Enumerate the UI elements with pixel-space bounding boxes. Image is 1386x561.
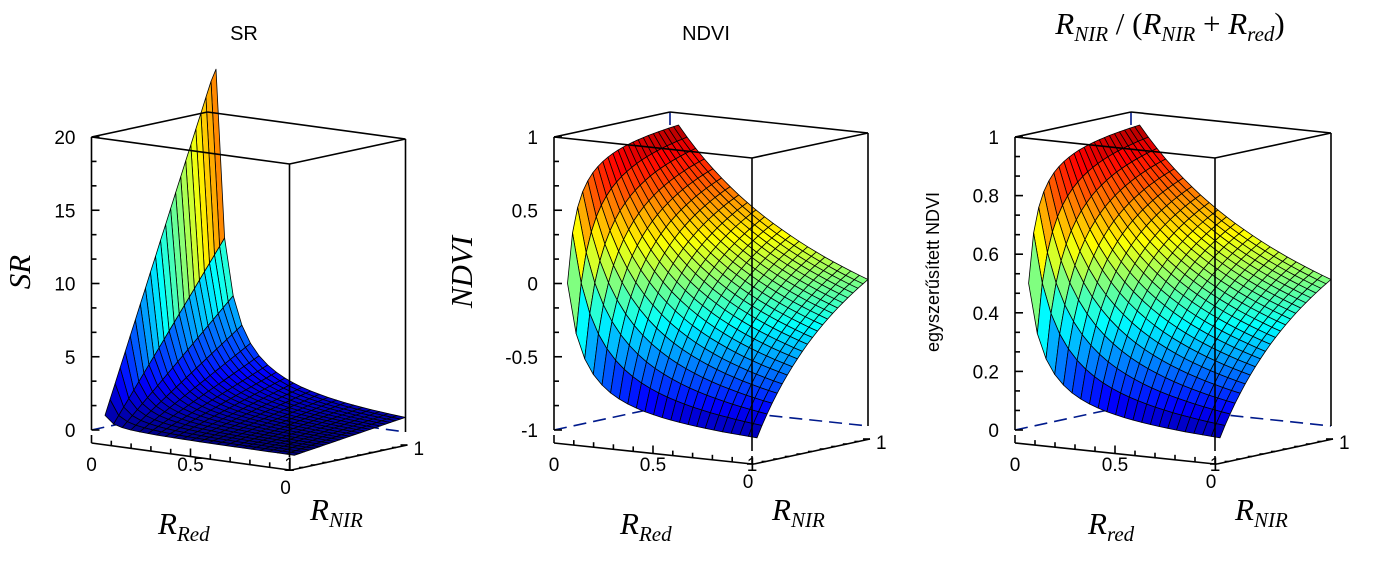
simplified-ndvi-x-tick-label: 0.5 [1102, 455, 1128, 476]
ndvi-title: NDVI [682, 23, 730, 45]
simplified-ndvi-x-tick-label: 1 [1210, 455, 1221, 476]
sr-y-tick-label: 1 [414, 439, 425, 460]
simplified-ndvi-y-tick-label: 1 [1339, 433, 1350, 454]
sr-zlabel: SR [2, 255, 37, 290]
ndvi-z-tick-label: 0.5 [512, 201, 538, 222]
simplified-ndvi-panel: RNIR / (RNIR + Rred) 00.20.40.60.810 0.5 1… [923, 6, 1350, 546]
ndvi-z-tick-label: -1 [521, 421, 538, 442]
sr-surface [104, 68, 406, 456]
simplified-ndvi-box-edge-top-left [1014, 111, 1132, 138]
simplified-ndvi-z-tick-label: 0.4 [973, 304, 1000, 325]
sr-title: SR [230, 23, 258, 45]
ndvi-ylabel: RNIR [771, 492, 825, 532]
ndvi-front-axes [553, 111, 871, 465]
simplified-ndvi-z-tick-label: 1 [988, 128, 999, 149]
simplified-ndvi-xlabel: Rred [1087, 506, 1135, 546]
sr-z-tick-label: 15 [54, 201, 75, 222]
simplified-ndvi-box-edge-back-right [1130, 404, 1332, 427]
ndvi-box-edge-top-front [553, 136, 753, 159]
sr-xlabel: RRed [157, 506, 210, 546]
ndvi-box-edge-top-left [553, 111, 671, 138]
ndvi-zlabel: NDVI [444, 234, 479, 309]
sr-y-tick-label: 0 [280, 478, 291, 499]
sr-z-tick-label: 10 [54, 275, 75, 296]
simplified-ndvi-z-tick-label: 0.8 [973, 187, 999, 208]
sr-box-edge-top-back [207, 111, 406, 140]
ndvi-surface [567, 124, 869, 439]
ndvi-z-tick-label: 0 [527, 275, 538, 296]
simplified-ndvi-x-tick-label: 0 [1010, 455, 1021, 476]
sr-z-tick-label: 20 [54, 128, 75, 149]
sr-box-edge-top-right [289, 138, 406, 165]
simplified-ndvi-box-edge-top-back [1130, 111, 1332, 134]
sr-front-axes [90, 111, 408, 471]
sr-x-tick-label: 0.5 [177, 455, 203, 476]
ndvi-tick-labels: -1-0.500.510 0.5 101 [505, 128, 886, 493]
sr-z-tick-label: 5 [65, 348, 76, 369]
ndvi-x-tick-label: 0.5 [640, 455, 666, 476]
ndvi-box-edge-back-right [669, 404, 869, 427]
simplified-ndvi-box-edge-top-right [1214, 132, 1332, 159]
sr-box-edge-top-front [91, 136, 290, 165]
ndvi-y-tick-label: 1 [876, 433, 887, 454]
sr-z-tick-label: 0 [65, 421, 76, 442]
sr-ylabel: RNIR [309, 492, 363, 532]
ndvi-y-tick-label: 0 [743, 472, 754, 493]
simplified-ndvi-z-tick-label: 0.6 [973, 245, 999, 266]
simplified-ndvi-title: RNIR / (RNIR + Rred) [1054, 6, 1284, 46]
simplified-ndvi-front-axes [1014, 111, 1334, 465]
simplified-ndvi-zlabel: egyszerűsített NDVI [923, 192, 943, 352]
simplified-ndvi-y-tick-label: 0 [1206, 472, 1217, 493]
simplified-ndvi-ylabel: RNIR [1234, 492, 1288, 532]
ndvi-z-tick-label: 1 [527, 128, 538, 149]
simplified-ndvi-z-tick-label: 0.2 [973, 362, 999, 383]
ndvi-panel: NDVI -1-0.500.510 0.5 101 NDVI RRed RNIR [444, 23, 887, 546]
ndvi-z-tick-label: -0.5 [505, 348, 538, 369]
sr-box-edge-top-left [91, 111, 208, 138]
simplified-ndvi-box-edge-top-front [1014, 136, 1216, 159]
ndvi-box-edge-top-back [669, 111, 869, 134]
sr-x-tick-label: 0 [86, 455, 97, 476]
ndvi-box-edge-top-right [751, 132, 869, 159]
simplified-ndvi-tick-labels: 00.20.40.60.810 0.5 101 [973, 128, 1350, 493]
ndvi-x-tick-label: 1 [747, 455, 758, 476]
simplified-ndvi-surface [1028, 124, 1332, 439]
ndvi-x-tick-label: 0 [549, 455, 560, 476]
simplified-ndvi-z-tick-label: 0 [988, 421, 999, 442]
sr-x-tick-label: 1 [284, 455, 295, 476]
ndvi-xlabel: RRed [619, 506, 672, 546]
